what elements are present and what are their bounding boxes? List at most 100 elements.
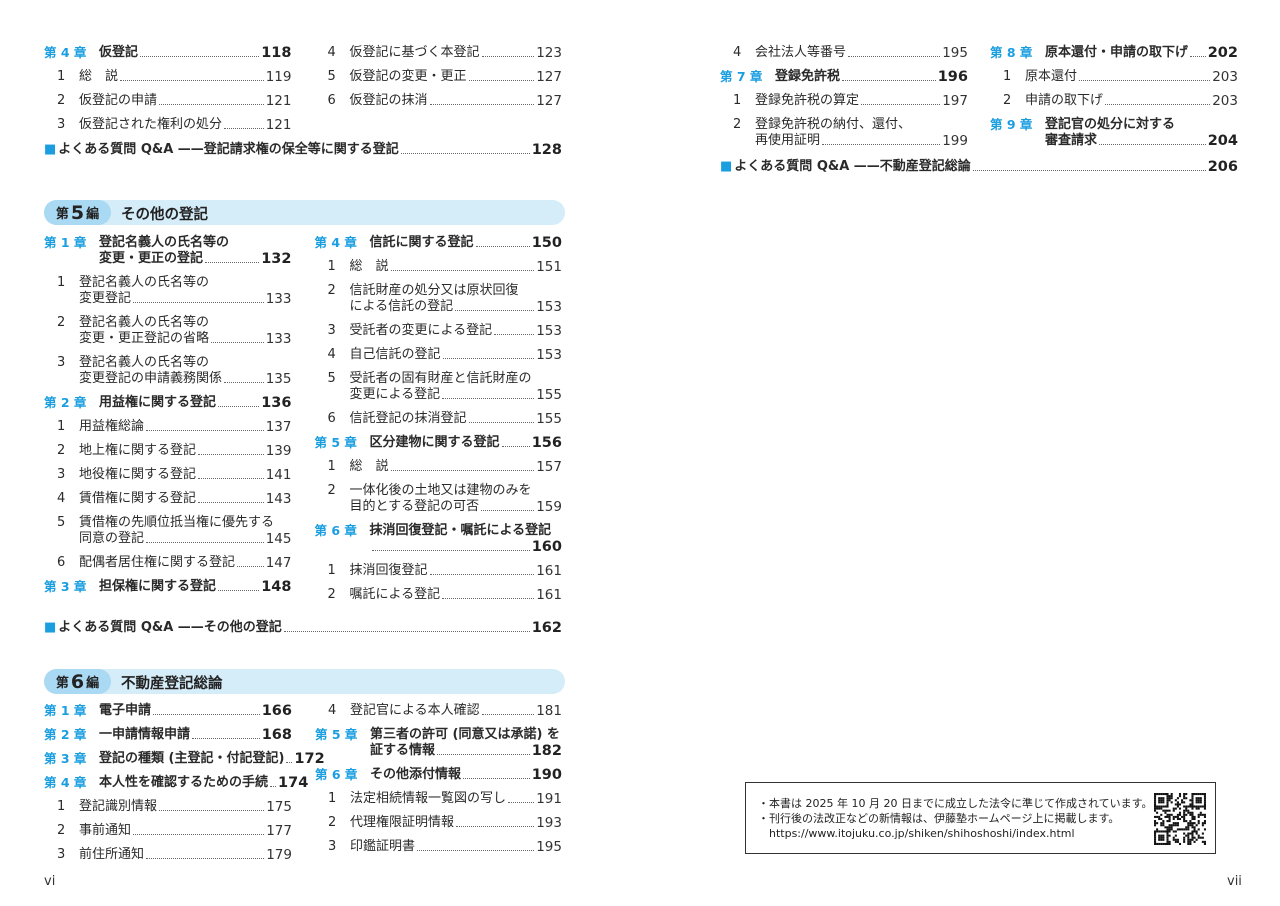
qr-module	[1189, 842, 1192, 845]
qr-module	[1185, 797, 1188, 800]
part-prefix: 第	[55, 676, 69, 691]
qa-entry[interactable]: ■ よくある質問 Q&A ——その他の登記 162	[44, 620, 562, 636]
toc-item-entry[interactable]: 4 仮登記に基づく本登記 123	[315, 41, 563, 65]
qr-module	[1154, 830, 1157, 833]
toc-item-entry[interactable]: 2 一体化後の土地又は建物のみを 目的とする登記の可否 159	[315, 479, 563, 519]
toc-item-entry[interactable]: 1 総 説 157	[315, 455, 563, 479]
qr-module	[1168, 813, 1171, 816]
toc-item-entry[interactable]: 1 原本還付 203	[990, 65, 1238, 89]
toc-item-entry[interactable]: 2 嘱託による登記 161	[315, 583, 563, 607]
toc-column: 第 4 章仮登記 118 1 総 説 119 2 仮登記の申請 121 3 仮登記された権利の処分…	[44, 41, 292, 137]
toc-chapter-entry[interactable]: 第 1 章電子申請 166	[44, 699, 292, 723]
toc-item-entry[interactable]: 4 会社法人等番号 195	[720, 41, 968, 65]
leader-dots	[133, 302, 264, 303]
toc-item-entry[interactable]: 2 登記名義人の氏名等の 変更・更正登記の省略 133	[44, 311, 292, 351]
toc-item-entry[interactable]: 1 総 説 119	[44, 65, 292, 89]
toc-chapter-entry[interactable]: 第 4 章信託に関する登記 150	[315, 231, 563, 255]
qr-module	[1191, 793, 1194, 796]
toc-chapter-entry[interactable]: 第 5 章第三者の許可 (同意又は承諾) を証する情報 182	[315, 723, 562, 763]
qr-code-icon[interactable]	[1154, 793, 1206, 845]
qr-module	[1189, 822, 1192, 825]
toc-item-entry[interactable]: 3 印鑑証明書 195	[315, 835, 562, 859]
toc-item-entry[interactable]: 5 受託者の固有財産と信託財産の 変更による登記 155	[315, 367, 563, 407]
toc-item-entry[interactable]: 2 地上権に関する登記 139	[44, 439, 292, 463]
entry-title-line: 仮登記に基づく本登記	[349, 45, 480, 60]
toc-item-entry[interactable]: 3 地役権に関する登記 141	[44, 463, 292, 487]
qa-entry[interactable]: ■ よくある質問 Q&A ——登記請求権の保全等に関する登記 128	[44, 142, 562, 158]
toc-column: 4 仮登記に基づく本登記 123 5 仮登記の変更・更正 127 6 仮登記の抹消 127	[315, 41, 563, 137]
qr-module	[1162, 797, 1165, 800]
qr-module	[1203, 828, 1206, 831]
toc-item-entry[interactable]: 2 登録免許税の納付、還付、 再使用証明 199	[720, 113, 968, 153]
toc-item-entry[interactable]: 1 登録免許税の算定 197	[720, 89, 968, 113]
toc-item-entry[interactable]: 2 代理権限証明情報 193	[315, 811, 562, 835]
toc-item-entry[interactable]: 1 登記名義人の氏名等の 変更登記 133	[44, 271, 292, 311]
toc-chapter-entry[interactable]: 第 2 章一申請情報申請 168	[44, 723, 292, 747]
qa-entry[interactable]: ■ よくある質問 Q&A ——不動産登記総論 206	[720, 159, 1238, 175]
qr-module	[1154, 793, 1157, 796]
toc-chapter-entry[interactable]: 第 3 章担保権に関する登記 148	[44, 575, 292, 599]
toc-chapter-entry[interactable]: 第 2 章用益権に関する登記 136	[44, 391, 292, 415]
toc-item-entry[interactable]: 3 登記名義人の氏名等の 変更登記の申請義務関係 135	[44, 351, 292, 391]
toc-item-entry[interactable]: 2 信託財産の処分又は原状回復 による信託の登記 153	[315, 279, 563, 319]
qr-module	[1199, 797, 1202, 800]
toc-item-entry[interactable]: 1 用益権総論 137	[44, 415, 292, 439]
toc-item-entry[interactable]: 5 仮登記の変更・更正 127	[315, 65, 563, 89]
page-number: 191	[536, 791, 562, 807]
part-title: その他の登記	[121, 207, 208, 223]
part-prefix: 第	[55, 207, 69, 222]
toc-item-entry[interactable]: 6 配偶者居住権に関する登記 147	[44, 551, 292, 575]
toc-item-entry[interactable]: 4 登記官による本人確認 181	[315, 699, 562, 723]
qr-module	[1154, 822, 1157, 825]
toc-item-entry[interactable]: 3 仮登記された権利の処分 121	[44, 113, 292, 137]
toc-item-entry[interactable]: 2 事前通知 177	[44, 819, 292, 843]
page-number: 147	[265, 555, 292, 571]
qr-module	[1203, 797, 1206, 800]
toc-item-entry[interactable]: 6 仮登記の抹消 127	[315, 89, 563, 113]
toc-item-entry[interactable]: 1 法定相続情報一覧図の写し 191	[315, 787, 562, 811]
toc-item-entry[interactable]: 1 総 説 151	[315, 255, 563, 279]
toc-chapter-entry[interactable]: 第 6 章その他添付情報 190	[315, 763, 562, 787]
qr-module	[1189, 811, 1192, 814]
toc-chapter-entry[interactable]: 第 5 章区分建物に関する登記 156	[315, 431, 563, 455]
entry-body: 登記名義人の氏名等の 変更・更正登記の省略 133	[79, 315, 292, 347]
toc-chapter-entry[interactable]: 第 6 章抹消回復登記・嘱託による登記 160	[315, 519, 563, 559]
toc-item-entry[interactable]: 1 登記識別情報 175	[44, 795, 292, 819]
toc-column: 第 8 章原本還付・申請の取下げ 202 1 原本還付 203 2 申請の取下げ 203 第 9…	[990, 41, 1238, 153]
qr-module	[1176, 822, 1179, 825]
toc-chapter-entry[interactable]: 第 4 章本人性を確認するための手続 174	[44, 771, 308, 795]
leader-dots	[270, 786, 277, 787]
toc-chapter-entry[interactable]: 第 4 章仮登記 118	[44, 41, 292, 65]
entry-title-line: 登記識別情報	[79, 799, 158, 814]
qr-module	[1170, 797, 1173, 800]
toc-item-entry[interactable]: 4 自己信託の登記 153	[315, 343, 563, 367]
qr-module	[1168, 795, 1171, 798]
qr-module	[1203, 822, 1206, 825]
toc-item-entry[interactable]: 5 賃借権の先順位抵当権に優先する 同意の登記 145	[44, 511, 292, 551]
toc-item-entry[interactable]: 2 申請の取下げ 203	[990, 89, 1238, 113]
entry-title-line: 配偶者居住権に関する登記	[79, 555, 236, 570]
square-bullet-icon: ■	[44, 620, 57, 635]
entry-title-line: 地上権に関する登記	[79, 443, 197, 458]
toc-chapter-entry[interactable]: 第 8 章原本還付・申請の取下げ 202	[990, 41, 1238, 65]
toc-chapter-entry[interactable]: 第 9 章登記官の処分に対する 審査請求 204	[990, 113, 1238, 153]
toc-item-entry[interactable]: 1 抹消回復登記 161	[315, 559, 563, 583]
leader-dots	[205, 262, 260, 263]
toc-item-entry[interactable]: 4 賃借権に関する登記 143	[44, 487, 292, 511]
qr-module	[1172, 807, 1175, 810]
notice-url[interactable]: https://www.itojuku.co.jp/shiken/shihosh…	[758, 827, 1075, 840]
toc-item-entry[interactable]: 3 前住所通知 179	[44, 843, 292, 867]
entry-title-last-line: 前住所通知 179	[79, 847, 292, 863]
qr-module	[1154, 838, 1157, 841]
qr-module	[1183, 820, 1186, 823]
toc-item-entry[interactable]: 6 信託登記の抹消登記 155	[315, 407, 563, 431]
qr-module	[1166, 826, 1169, 829]
qa-title: よくある質問 Q&A ——不動産登記総論	[734, 159, 971, 174]
toc-chapter-entry[interactable]: 第 3 章登記の種類 (主登記・付記登記) 172	[44, 747, 325, 771]
toc-item-entry[interactable]: 3 受託者の変更による登記 153	[315, 319, 563, 343]
qr-module	[1178, 807, 1182, 810]
toc-chapter-entry[interactable]: 第 7 章登録免許税 196	[720, 65, 968, 89]
page-number: 174	[278, 775, 309, 791]
toc-item-entry[interactable]: 2 仮登記の申請 121	[44, 89, 292, 113]
toc-chapter-entry[interactable]: 第 1 章登記名義人の氏名等の 変更・更正の登記 132	[44, 231, 292, 271]
